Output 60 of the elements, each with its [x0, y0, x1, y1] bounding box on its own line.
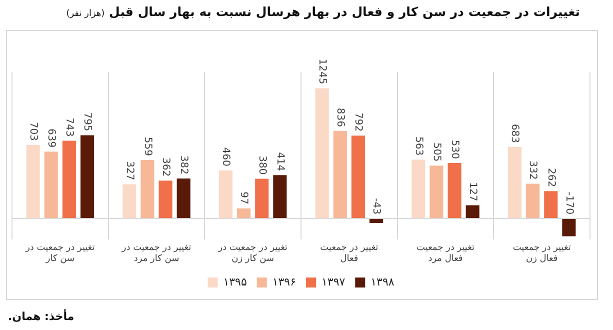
legend-label: ۱۳۹۷: [322, 275, 346, 288]
chart-title: تغییرات در جمعیت در سن کار و فعال در بهار هرسال نسبت به بهار سال قبل: [109, 4, 580, 19]
text: مأخذ: همان.: [8, 310, 74, 323]
bar: [562, 218, 576, 236]
x-tick-label: تغییر در جمعیت فعال: [320, 243, 379, 264]
data-label: 505: [430, 142, 442, 162]
x-tick-label: تغییر در جمعیت در سن کار مرد: [120, 243, 192, 264]
bar: [176, 178, 190, 218]
data-label: 683: [509, 124, 520, 144]
data-label: 792: [352, 112, 364, 132]
bar: [44, 152, 58, 218]
bar: [315, 88, 329, 218]
bar: [26, 144, 40, 218]
bar: [430, 166, 444, 218]
data-label: 639: [46, 128, 57, 148]
legend-label: ۱۳۹۵: [223, 275, 247, 288]
data-label: 362: [160, 158, 171, 177]
legend-label: ۱۳۹۸: [370, 275, 394, 288]
x-tick-label: تغییر در جمعیت فعال مرد: [416, 243, 475, 264]
data-label: -43: [370, 198, 382, 214]
data-label: 327: [124, 161, 135, 180]
data-label: 382: [178, 155, 189, 175]
bar: [218, 170, 233, 218]
bar: [140, 160, 154, 218]
bar: [448, 163, 462, 218]
bar: [158, 180, 172, 218]
x-tick-label: تغییر در جمعیت در سن کار زن: [217, 243, 288, 264]
bar: [237, 208, 251, 218]
x-tick-label: تغییر در جمعیت در سن کار: [24, 243, 96, 264]
bar: [508, 147, 522, 218]
data-label: 97: [238, 192, 250, 204]
data-label: 460: [220, 147, 232, 166]
data-label: 795: [82, 112, 93, 132]
bar: [526, 184, 540, 218]
data-label: -170: [563, 192, 574, 214]
bar: [466, 205, 480, 218]
data-label: 262: [545, 168, 556, 188]
bar: [412, 160, 426, 218]
data-label: 332: [527, 160, 538, 180]
data-label: 743: [64, 118, 75, 137]
bar: [80, 135, 94, 218]
data-label: 836: [334, 108, 346, 128]
data-label: 559: [142, 136, 153, 156]
bar: [333, 131, 347, 218]
bar: [273, 175, 287, 218]
data-label: 563: [412, 136, 424, 156]
chart-subtitle: (هزار نفر): [66, 9, 105, 19]
data-label: 703: [27, 122, 38, 141]
bar: [351, 136, 365, 218]
data-label: 127: [467, 182, 478, 202]
data-label: 414: [274, 152, 286, 172]
data-label: 380: [256, 156, 268, 175]
bar: [544, 191, 558, 218]
bar: [255, 178, 269, 218]
data-label: 1245: [316, 58, 328, 84]
bar: [122, 184, 136, 218]
bar: [62, 140, 76, 218]
legend-label: ۱۳۹۶: [272, 275, 296, 288]
data-label: 530: [448, 140, 460, 160]
x-tick-label: تغییر در جمعیت فعال زن: [512, 243, 572, 264]
